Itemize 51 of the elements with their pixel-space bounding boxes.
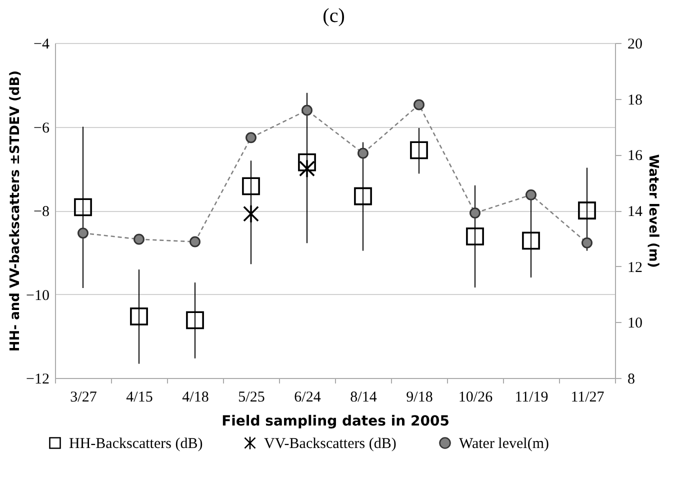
x-tick-label: 4/15 <box>126 390 153 406</box>
point <box>298 153 316 172</box>
point <box>186 311 204 330</box>
point <box>242 177 260 196</box>
point <box>466 228 484 246</box>
y2-tick-label: 8 <box>628 372 635 388</box>
legend-label: HH-Backscatters (dB) <box>69 436 203 452</box>
x-tick-label: 8/14 <box>350 390 378 406</box>
y-axis-title: HH- and VV-backscatters ±STDEV (dB) <box>8 70 24 352</box>
point <box>522 232 540 250</box>
point <box>243 204 259 224</box>
y-tick-label: −4 <box>34 36 50 52</box>
y2-tick-label: 14 <box>628 204 643 220</box>
y2-tick-label: 20 <box>628 36 642 52</box>
x-tick-label: 11/19 <box>514 390 548 406</box>
point <box>358 148 368 159</box>
point <box>302 104 312 116</box>
x-tick-label: 3/27 <box>70 390 98 406</box>
x-axis-title: Field sampling dates in 2005 <box>222 414 450 430</box>
x-tick-label: 10/26 <box>458 390 494 406</box>
point <box>410 141 428 160</box>
y-tick-label: −12 <box>26 372 50 388</box>
point <box>578 202 596 220</box>
x-tick-label: 4/18 <box>182 390 209 406</box>
point <box>414 99 424 110</box>
x-tick-label: 5/25 <box>238 390 265 406</box>
point <box>470 208 480 218</box>
point <box>582 237 592 248</box>
y-tick-label: −10 <box>26 288 50 304</box>
chart-title: (c) <box>322 5 345 27</box>
y2-tick-label: 18 <box>628 92 642 108</box>
point <box>130 307 148 326</box>
y2-tick-label: 16 <box>628 148 643 164</box>
y2-axis-title: Water level (m) <box>646 154 660 268</box>
y-tick-label: −8 <box>34 204 50 220</box>
point <box>134 234 144 245</box>
point <box>190 236 200 248</box>
y-tick-label: −6 <box>34 120 50 136</box>
point <box>246 132 256 144</box>
x-tick-label: 11/27 <box>570 390 605 406</box>
legend-label: VV-Backscatters (dB) <box>264 436 396 452</box>
legend-label: Water level(m) <box>459 436 549 452</box>
point <box>299 159 315 178</box>
point <box>74 198 92 216</box>
point <box>526 189 536 200</box>
x-tick-label: 9/18 <box>406 390 433 406</box>
y2-tick-label: 12 <box>628 260 642 276</box>
x-tick-label: 6/24 <box>294 390 322 406</box>
point <box>354 187 372 206</box>
point <box>78 228 88 239</box>
y2-tick-label: 10 <box>628 316 642 332</box>
